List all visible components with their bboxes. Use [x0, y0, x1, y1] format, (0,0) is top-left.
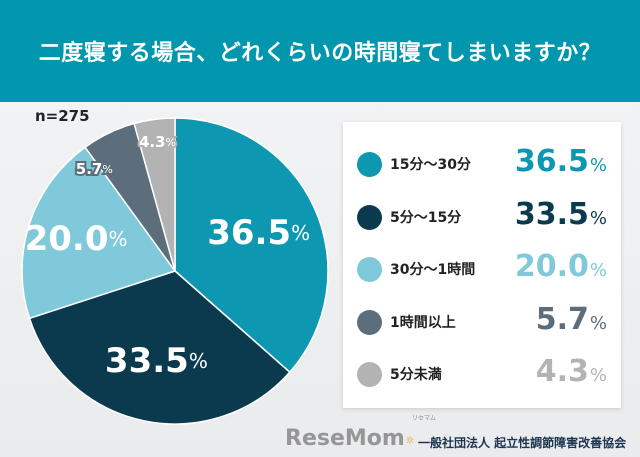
- pie-slice-2: [21, 146, 177, 320]
- legend-label: 30分～1時間: [390, 262, 476, 278]
- legend-swatch: [357, 257, 382, 282]
- legend-swatch: [357, 204, 382, 230]
- legend-value: 5.7%: [535, 301, 607, 337]
- chart-title: 二度寝する場合、どれくらいの時間寝てしまいますか？: [38, 41, 602, 66]
- pie-slice-4: [133, 117, 176, 272]
- watermark-kana: リセマム: [412, 415, 437, 422]
- legend-item: 15分～30分 36.5%: [343, 144, 621, 184]
- sun-logo-icon: ☼: [405, 434, 415, 447]
- legend-label: 1時間以上: [390, 314, 456, 331]
- pie-slice-1: [28, 270, 291, 425]
- pie-label-4: 4.3%: [139, 133, 176, 151]
- organization-name: 一般社団法人 起立性調節障害改善協会: [418, 436, 627, 450]
- legend-swatch: [357, 152, 382, 177]
- watermark: ReseMom: [285, 426, 405, 451]
- pie-slice-0: [174, 117, 329, 374]
- legend-value: 33.5%: [514, 196, 607, 232]
- legend-value: 4.3%: [535, 354, 607, 389]
- legend-label: 15分～30分: [390, 157, 471, 173]
- legend-label: 5分未満: [390, 367, 442, 383]
- legend-value: 20.0%: [514, 249, 607, 284]
- sample-size: n=275: [35, 107, 90, 125]
- header-banner: 二度寝する場合、どれくらいの時間寝てしまいますか？: [0, 0, 640, 102]
- legend-item: 5分未満 4.3%: [343, 354, 621, 394]
- legend-item: 5分～15分 33.5%: [343, 197, 621, 237]
- legend-item: 1時間以上 5.7%: [343, 302, 621, 342]
- legend-swatch: [357, 362, 382, 387]
- legend-label: 5分～15分: [390, 209, 462, 226]
- legend: 15分～30分 36.5% 5分～15分 33.5% 30分～1時間 20.0%…: [343, 122, 621, 408]
- legend-item: 30分～1時間 20.0%: [343, 249, 621, 289]
- legend-value: 36.5%: [514, 144, 607, 179]
- legend-swatch: [357, 309, 382, 335]
- pie-label-3: 5.7%: [76, 160, 113, 178]
